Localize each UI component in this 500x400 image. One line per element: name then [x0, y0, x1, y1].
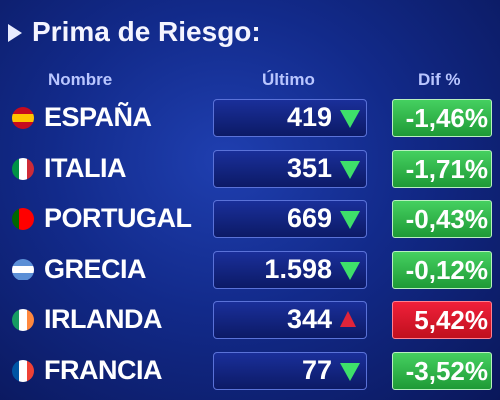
last-value: 1.598 — [264, 253, 332, 284]
arrow-down — [340, 362, 360, 381]
header-name: Nombre — [48, 70, 113, 89]
last-value: 351 — [286, 152, 332, 183]
last-value: 419 — [286, 102, 332, 132]
change-box — [392, 351, 492, 390]
title: Prima de Riesgo: — [32, 16, 261, 47]
change-box — [392, 200, 492, 238]
change-value: -0,12% — [405, 254, 488, 285]
country-name: IRLANDA — [44, 304, 163, 334]
header-last: Último — [262, 70, 315, 89]
change-value: -1,71% — [405, 153, 488, 184]
flag — [12, 258, 34, 281]
change-value: 5,42% — [414, 305, 488, 335]
change-box — [392, 250, 492, 289]
title-marker — [8, 24, 22, 42]
change-box — [392, 99, 492, 137]
flag — [12, 157, 34, 180]
change-box — [392, 301, 492, 339]
last-value: 344 — [286, 304, 332, 334]
country-name: FRANCIA — [44, 354, 163, 385]
flag — [12, 107, 34, 129]
flag — [12, 309, 34, 331]
country-name: ESPAÑA — [44, 102, 152, 132]
change-box — [392, 149, 492, 188]
change-value: -0,43% — [405, 204, 488, 234]
arrow-down — [340, 110, 360, 128]
header-change: Dif % — [418, 70, 461, 89]
arrow-down — [340, 211, 360, 229]
country-name: PORTUGAL — [44, 203, 192, 233]
change-value: -1,46% — [405, 103, 488, 133]
arrow-down — [340, 160, 360, 179]
country-name: ITALIA — [44, 152, 126, 183]
arrow-down — [340, 261, 360, 280]
flag — [12, 359, 34, 382]
flag — [12, 208, 34, 230]
last-value: 77 — [301, 354, 332, 385]
country-name: GRECIA — [44, 253, 147, 284]
last-value: 669 — [286, 203, 332, 233]
arrow-up — [340, 311, 356, 327]
change-value: -3,52% — [405, 355, 488, 386]
